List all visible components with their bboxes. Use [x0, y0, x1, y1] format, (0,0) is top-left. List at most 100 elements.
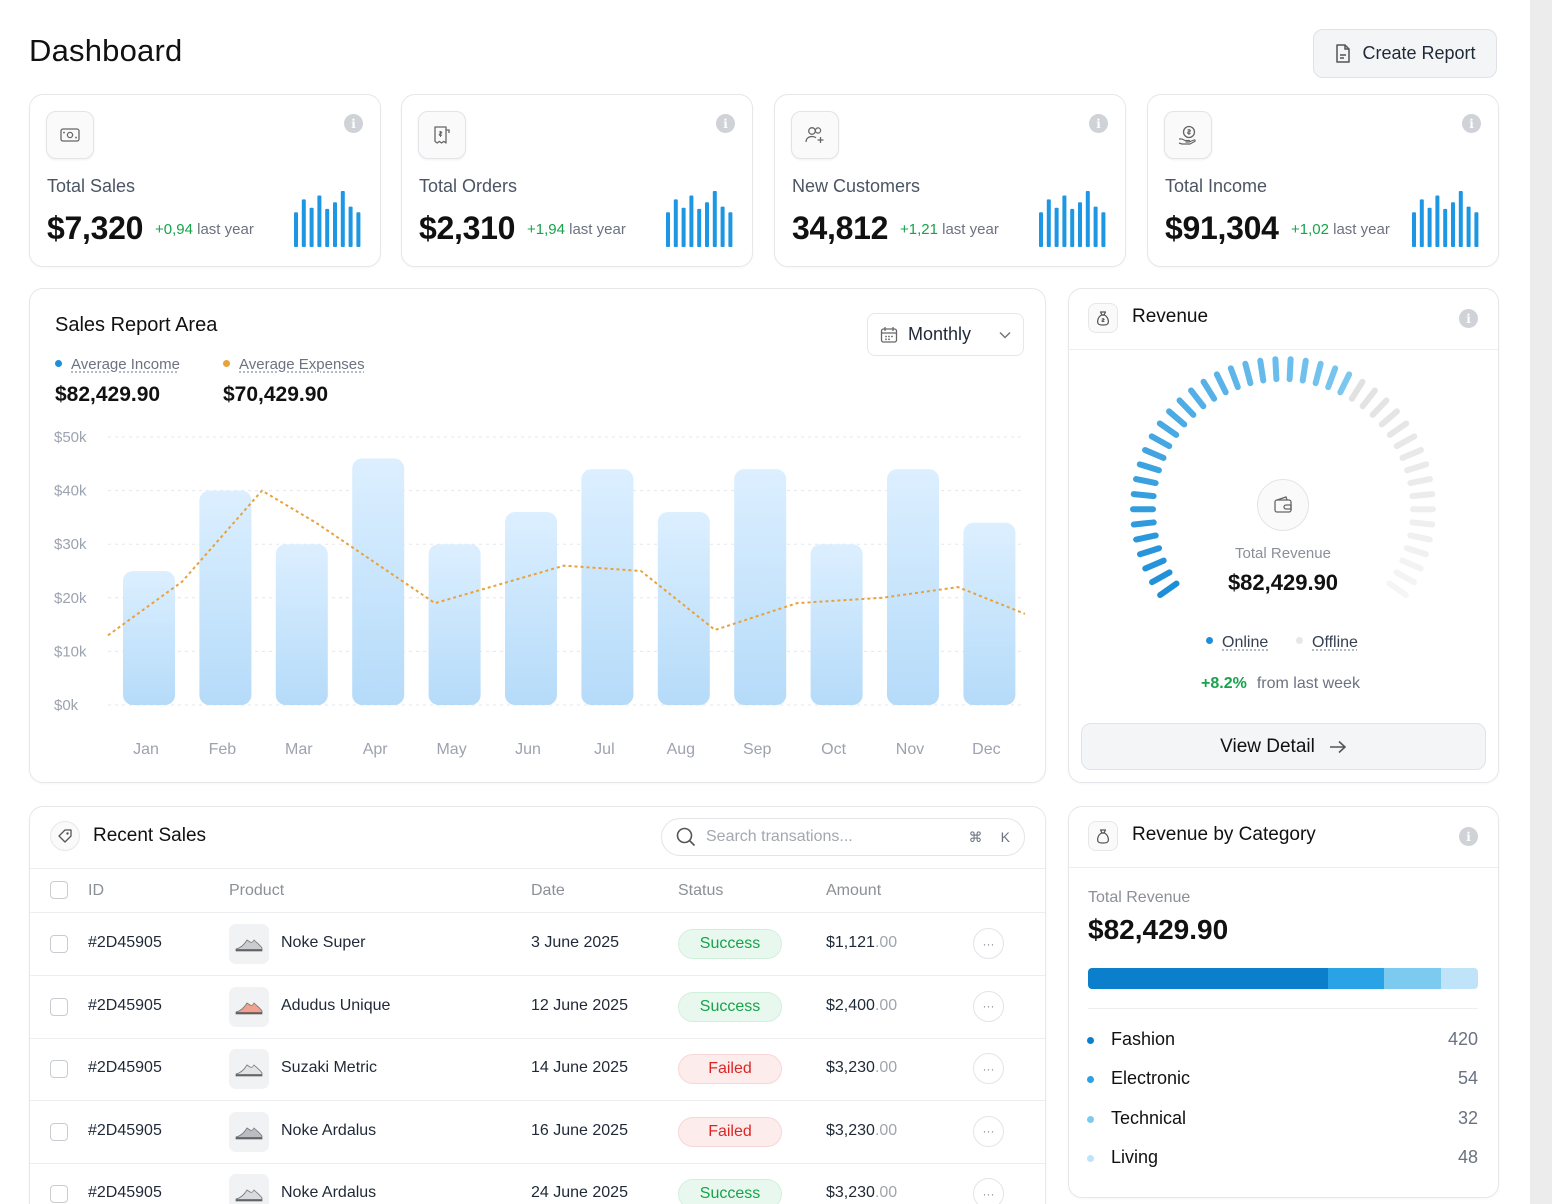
mini-bar [1435, 195, 1440, 247]
category-value: 420 [1447, 1029, 1478, 1049]
legend-offline[interactable]: Offline [1296, 634, 1358, 652]
search-icon [676, 827, 696, 847]
mini-bar [309, 207, 314, 247]
revenue-change: +8.2% from last week [1201, 675, 1360, 692]
period-dropdown[interactable]: Monthly [867, 313, 1024, 356]
gauge-tick [1149, 569, 1173, 586]
mini-bar [1078, 202, 1082, 247]
category-label: Living [1111, 1146, 1159, 1167]
mini-bar-chart [1039, 191, 1106, 247]
gauge-tick [1337, 371, 1353, 396]
row-id: #2D45905 [88, 996, 162, 1014]
category-value: 54 [1457, 1068, 1478, 1089]
income-bar[interactable] [352, 458, 405, 705]
mini-bar [1070, 208, 1075, 247]
mini-bar [317, 195, 322, 247]
select-all-checkbox[interactable] [50, 881, 68, 899]
revenue-card-header [1069, 288, 1498, 350]
category-total-value: $82,429.90 [1088, 914, 1229, 945]
legend-dot-online [1206, 637, 1213, 645]
row-checkbox[interactable] [50, 1185, 68, 1203]
x-tick-label: Feb [209, 741, 237, 758]
gauge-tick [1393, 433, 1418, 450]
gauge-tick [1176, 397, 1197, 418]
row-checkbox[interactable] [50, 1060, 68, 1078]
status-badge: Success [678, 929, 782, 959]
gauge-tick [1157, 580, 1180, 599]
income-bar[interactable] [199, 490, 252, 705]
column-header-product[interactable]: Product [229, 882, 285, 899]
mini-bar [1062, 195, 1067, 247]
product-thumbnail [229, 924, 269, 964]
revenue-info-icon[interactable]: i [1459, 309, 1478, 328]
column-header-amount[interactable]: Amount [826, 882, 882, 899]
income-bar[interactable] [123, 571, 175, 705]
income-bar[interactable] [428, 544, 481, 705]
income-bar[interactable] [887, 469, 939, 705]
income-bar[interactable] [734, 469, 787, 705]
column-header-status[interactable]: Status [678, 882, 724, 899]
search-input[interactable] [706, 828, 936, 846]
category-info-icon[interactable]: i [1459, 827, 1478, 846]
row-more-button[interactable]: ··· [973, 1178, 1004, 1204]
row-checkbox[interactable] [50, 935, 68, 953]
row-checkbox[interactable] [50, 1122, 68, 1141]
row-more-button[interactable]: ··· [973, 990, 1004, 1022]
stat-label: Total Sales [47, 176, 136, 196]
stat-card: i Total Income $91,304 +1,02 last year [1147, 94, 1499, 267]
gauge-tick [1407, 532, 1433, 543]
column-header-id[interactable]: ID [88, 882, 104, 899]
mini-bar [1419, 199, 1424, 247]
income-bar[interactable] [275, 544, 328, 705]
search-box[interactable]: ⌘K [661, 818, 1025, 856]
view-detail-button[interactable]: View Detail [1081, 723, 1486, 770]
mini-bar [301, 199, 306, 247]
gauge-tick [1166, 408, 1188, 428]
tag-icon [50, 821, 80, 851]
revenue-by-category-card [1068, 806, 1499, 1198]
gauge-tick [1399, 557, 1424, 572]
info-icon[interactable]: i [716, 114, 735, 133]
category-dot [1087, 1115, 1094, 1123]
gauge-tick [1213, 371, 1229, 396]
legend-online[interactable]: Online [1206, 634, 1268, 652]
row-checkbox[interactable] [50, 997, 68, 1016]
column-header-date[interactable]: Date [531, 882, 565, 899]
gauge-tick [1404, 461, 1430, 474]
income-bar[interactable] [505, 512, 557, 705]
create-report-label: Create Report [1362, 43, 1476, 63]
category-dot [1087, 1154, 1094, 1162]
info-icon[interactable]: i [1462, 114, 1481, 133]
category-dot [1087, 1037, 1094, 1044]
income-bar[interactable] [581, 469, 634, 705]
gauge-tick [1399, 447, 1424, 461]
revenue-card [1068, 288, 1499, 783]
income-bar[interactable] [657, 512, 710, 705]
mini-bar [705, 202, 709, 247]
page-scrollbar[interactable] [1530, 0, 1552, 1204]
gauge-tick [1325, 365, 1339, 391]
row-id: #2D45905 [88, 1121, 162, 1139]
mini-bar [728, 212, 733, 247]
table-divider [30, 868, 1045, 869]
gauge-tick [1409, 491, 1436, 500]
row-more-button[interactable]: ··· [973, 1115, 1004, 1147]
gauge-tick [1403, 545, 1430, 558]
gauge-tick [1242, 360, 1254, 387]
legend-average-income[interactable]: Average Income [55, 356, 180, 373]
row-more-button[interactable]: ··· [973, 928, 1004, 959]
recent-sales-title: Recent Sales [93, 825, 207, 846]
row-more-button[interactable]: ··· [973, 1053, 1004, 1084]
mini-bar [697, 208, 702, 247]
row-id: #2D45905 [88, 1184, 162, 1201]
info-icon[interactable]: i [1089, 114, 1108, 133]
status-badge: Failed [678, 1054, 782, 1084]
income-bar[interactable] [810, 544, 863, 705]
create-report-button[interactable]: Create Report [1313, 29, 1497, 78]
info-icon[interactable]: i [344, 114, 363, 133]
mini-bar-chart [1412, 191, 1479, 247]
income-bar[interactable] [963, 522, 1016, 705]
average-income-value: $82,429.90 [55, 383, 161, 406]
stat-card: i New Customers 34,812 +1,21 last year [774, 94, 1126, 267]
legend-average-expenses[interactable]: Average Expenses [223, 356, 365, 373]
